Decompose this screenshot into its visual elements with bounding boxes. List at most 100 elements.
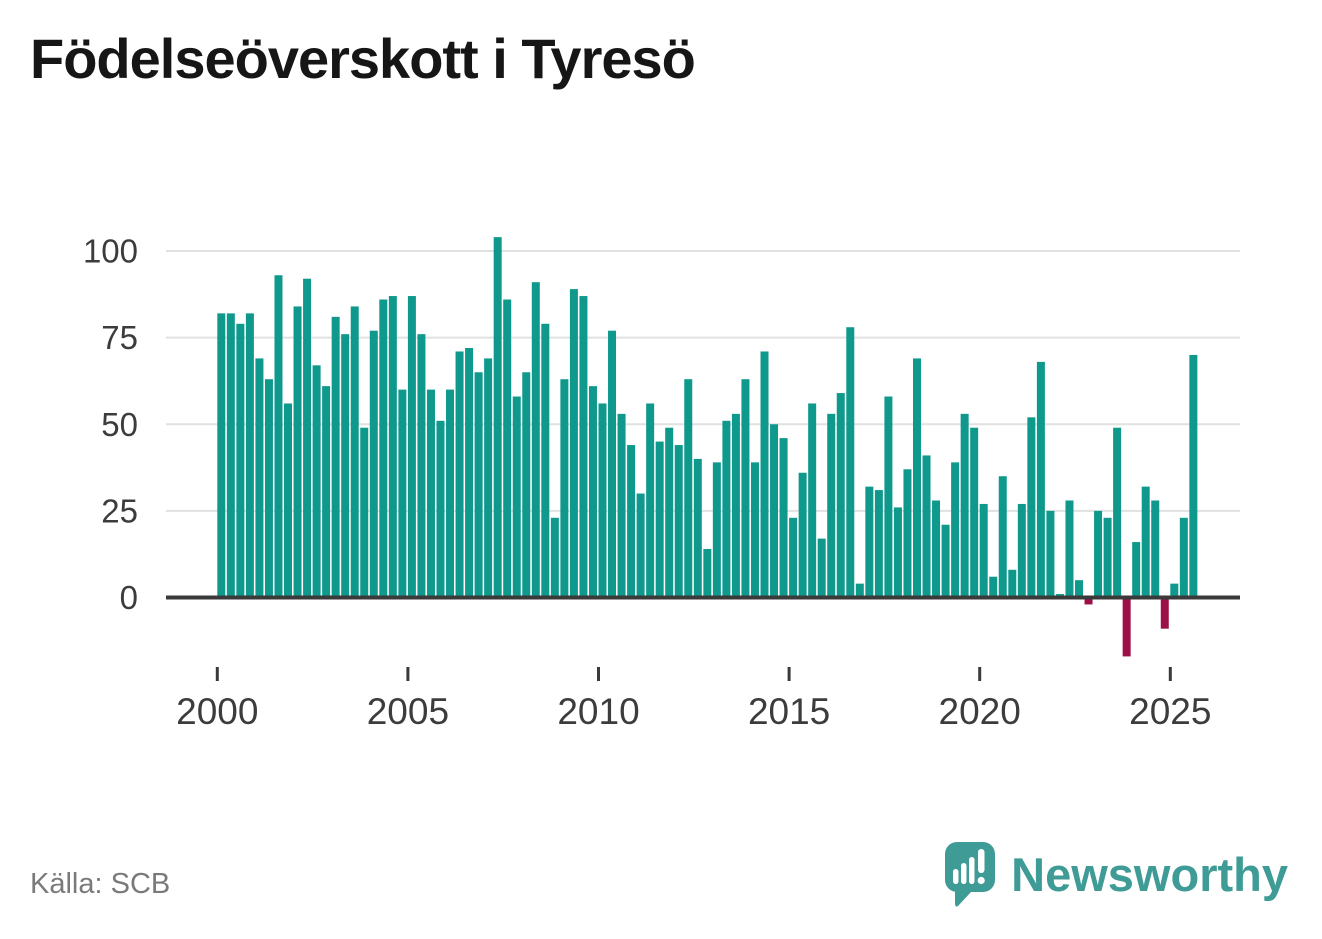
bar-2019-q2[interactable] xyxy=(951,462,960,598)
bar-2002-q2[interactable] xyxy=(303,278,312,598)
bar-2016-q2[interactable] xyxy=(836,393,845,598)
bar-2001-q3[interactable] xyxy=(274,275,283,598)
bar-2010-q3[interactable] xyxy=(617,413,626,598)
bar-2007-q4[interactable] xyxy=(512,396,521,598)
bar-2001-q4[interactable] xyxy=(284,403,293,598)
bar-2018-q2[interactable] xyxy=(912,358,921,598)
bar-2016-q1[interactable] xyxy=(827,413,836,598)
bar-2017-q1[interactable] xyxy=(865,486,874,598)
bar-2012-q1[interactable] xyxy=(674,445,683,598)
bar-2009-q1[interactable] xyxy=(560,379,569,598)
bar-2021-q4[interactable] xyxy=(1046,510,1055,598)
bar-2017-q4[interactable] xyxy=(893,507,902,598)
bar-2012-q3[interactable] xyxy=(693,458,702,598)
bar-2025-q3[interactable] xyxy=(1189,354,1198,598)
bar-2021-q2[interactable] xyxy=(1027,417,1036,598)
bar-2015-q1[interactable] xyxy=(789,517,798,598)
bar-2003-q4[interactable] xyxy=(360,427,369,598)
bar-2009-q3[interactable] xyxy=(579,296,588,598)
bar-2020-q3[interactable] xyxy=(998,476,1007,598)
bar-2016-q4[interactable] xyxy=(855,583,864,598)
bar-2011-q3[interactable] xyxy=(655,441,664,598)
bar-2000-q1[interactable] xyxy=(217,313,226,598)
bar-2023-q3[interactable] xyxy=(1113,427,1122,598)
bar-2005-q2[interactable] xyxy=(417,334,426,598)
bar-2004-q4[interactable] xyxy=(398,389,407,598)
bar-2015-q2[interactable] xyxy=(798,472,807,598)
bar-2007-q3[interactable] xyxy=(503,299,512,598)
bar-2020-q1[interactable] xyxy=(979,503,988,598)
bar-2013-q4[interactable] xyxy=(741,379,750,598)
bar-2010-q4[interactable] xyxy=(627,445,636,598)
bar-2005-q4[interactable] xyxy=(436,420,445,598)
bar-2006-q1[interactable] xyxy=(446,389,455,598)
bar-2014-q4[interactable] xyxy=(779,438,788,598)
bar-2022-q4[interactable] xyxy=(1084,597,1093,605)
bar-2009-q2[interactable] xyxy=(569,289,578,598)
bar-2024-q3[interactable] xyxy=(1151,500,1160,598)
bar-2004-q3[interactable] xyxy=(388,296,397,598)
bar-2019-q3[interactable] xyxy=(960,413,969,598)
bar-2017-q3[interactable] xyxy=(884,396,893,598)
bar-2020-q4[interactable] xyxy=(1008,569,1017,598)
bar-2008-q4[interactable] xyxy=(550,517,559,598)
bar-2021-q1[interactable] xyxy=(1017,503,1026,598)
bar-2019-q4[interactable] xyxy=(970,427,979,598)
bar-2003-q1[interactable] xyxy=(331,316,340,598)
bar-2018-q4[interactable] xyxy=(932,500,941,598)
bar-2016-q3[interactable] xyxy=(846,327,855,598)
bar-2017-q2[interactable] xyxy=(874,490,883,598)
bar-2009-q4[interactable] xyxy=(588,386,597,598)
bar-2024-q4[interactable] xyxy=(1160,597,1169,629)
bar-2023-q4[interactable] xyxy=(1122,597,1131,657)
bar-2005-q3[interactable] xyxy=(426,389,435,598)
bar-2020-q2[interactable] xyxy=(989,576,998,598)
bar-2008-q1[interactable] xyxy=(522,372,531,598)
bar-2006-q4[interactable] xyxy=(474,372,483,598)
bar-2025-q1[interactable] xyxy=(1170,583,1179,598)
bar-2012-q4[interactable] xyxy=(703,548,712,598)
bar-2006-q2[interactable] xyxy=(455,351,464,598)
bar-2014-q3[interactable] xyxy=(770,424,779,598)
bar-2018-q1[interactable] xyxy=(903,469,912,598)
bar-2018-q3[interactable] xyxy=(922,455,931,598)
bar-2000-q3[interactable] xyxy=(236,323,245,598)
bar-2010-q1[interactable] xyxy=(598,403,607,598)
newsworthy-logo[interactable]: Newsworthy xyxy=(945,842,1288,908)
bar-2002-q1[interactable] xyxy=(293,306,302,598)
bar-2015-q3[interactable] xyxy=(808,403,817,598)
bar-2023-q2[interactable] xyxy=(1103,517,1112,598)
bar-2013-q1[interactable] xyxy=(712,462,721,598)
bar-2003-q3[interactable] xyxy=(350,306,359,598)
bar-2013-q2[interactable] xyxy=(722,420,731,598)
bar-2006-q3[interactable] xyxy=(465,348,474,598)
bar-2024-q1[interactable] xyxy=(1132,542,1141,598)
bar-2013-q3[interactable] xyxy=(731,413,740,598)
bar-2000-q4[interactable] xyxy=(245,313,254,598)
bar-2011-q2[interactable] xyxy=(646,403,655,598)
bar-2010-q2[interactable] xyxy=(608,330,617,598)
bar-2012-q2[interactable] xyxy=(684,379,693,598)
bar-2000-q2[interactable] xyxy=(226,313,235,598)
bar-2021-q3[interactable] xyxy=(1036,361,1045,598)
bar-2025-q2[interactable] xyxy=(1179,517,1188,598)
bar-2002-q4[interactable] xyxy=(322,386,331,598)
bar-2004-q2[interactable] xyxy=(379,299,388,598)
bar-2007-q1[interactable] xyxy=(484,358,493,598)
bar-2001-q2[interactable] xyxy=(264,379,273,598)
bar-2008-q3[interactable] xyxy=(541,323,550,598)
bar-2001-q1[interactable] xyxy=(255,358,264,598)
bar-2022-q2[interactable] xyxy=(1065,500,1074,598)
bar-2023-q1[interactable] xyxy=(1094,510,1103,598)
bar-2002-q3[interactable] xyxy=(312,365,321,598)
bar-2011-q4[interactable] xyxy=(665,427,674,598)
bar-2014-q2[interactable] xyxy=(760,351,769,598)
bar-2015-q4[interactable] xyxy=(817,538,826,598)
bar-2014-q1[interactable] xyxy=(750,462,759,598)
bar-2005-q1[interactable] xyxy=(407,296,416,598)
bar-2004-q1[interactable] xyxy=(369,330,378,598)
bar-2019-q1[interactable] xyxy=(941,524,950,598)
bar-2024-q2[interactable] xyxy=(1141,486,1150,598)
bar-2003-q2[interactable] xyxy=(341,334,350,598)
bar-2011-q1[interactable] xyxy=(636,493,645,598)
